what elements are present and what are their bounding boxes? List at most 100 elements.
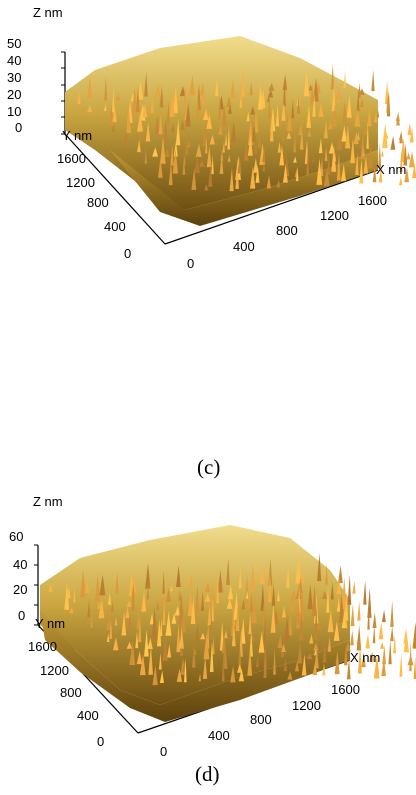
- surface-spike: [293, 127, 297, 153]
- surface-spike: [136, 651, 143, 665]
- surface-spike: [137, 617, 142, 643]
- surface-spike: [137, 112, 143, 132]
- surface-spike: [363, 125, 369, 135]
- z-tick-label: 60: [9, 529, 23, 544]
- surface-spike: [382, 645, 387, 665]
- surface-spike: [268, 558, 273, 586]
- surface-spike: [276, 179, 281, 188]
- surface-spike: [156, 600, 160, 610]
- surface-spike: [229, 168, 234, 192]
- surface-spike: [409, 639, 412, 672]
- surface-spike: [328, 142, 335, 154]
- x-tick-labels: 0 400 800 1200 1600: [187, 193, 387, 271]
- surface-spike: [381, 658, 387, 677]
- surface-spike: [179, 627, 184, 649]
- surface-spike: [115, 93, 121, 101]
- surface-spike: [203, 632, 210, 660]
- surface-spike: [189, 74, 195, 96]
- surface-spike: [162, 598, 166, 626]
- surface-spike: [145, 121, 151, 142]
- surface-spike: [310, 82, 314, 106]
- surface-spike: [174, 605, 181, 616]
- surface-spike: [182, 154, 186, 175]
- y-tick-label: 0: [97, 734, 104, 749]
- surface-spike: [178, 590, 182, 601]
- surface-spike: [148, 644, 153, 675]
- z-tick-label: 20: [13, 582, 27, 597]
- surface-spike: [270, 603, 276, 633]
- surface-spike: [156, 618, 162, 647]
- surface-spike: [282, 79, 286, 106]
- z-tick-label: 0: [18, 608, 25, 623]
- surface-spike: [337, 565, 343, 583]
- surface-spike: [249, 593, 253, 613]
- surface-spike: [165, 588, 172, 602]
- surface-spike: [283, 657, 287, 671]
- surface-spikes-d: [48, 552, 416, 686]
- surface-spike: [178, 593, 184, 624]
- surface-spike: [94, 574, 101, 602]
- x-tick-label: 0: [160, 744, 167, 759]
- surface-spike: [87, 600, 91, 618]
- surface-spike: [336, 597, 341, 612]
- surface-spike: [393, 635, 397, 654]
- surface-spike: [404, 167, 410, 183]
- surface-spike: [267, 95, 271, 118]
- surface-spike: [354, 108, 361, 127]
- surface-spike: [121, 611, 127, 636]
- surface-spike: [288, 606, 293, 636]
- surface-spike: [106, 633, 110, 643]
- surface-spike: [399, 149, 403, 173]
- surface-spike: [350, 138, 355, 164]
- surface-spike: [299, 591, 305, 621]
- surface-spike: [154, 114, 160, 135]
- surface-spike: [103, 104, 107, 111]
- surface-spike: [359, 159, 364, 184]
- z-tick-marks: [61, 51, 65, 135]
- surface-spike: [235, 155, 241, 180]
- surface-spike: [139, 129, 143, 143]
- y-tick-label: 400: [104, 219, 126, 234]
- surface-spike: [157, 156, 163, 178]
- surface-spike: [347, 574, 352, 605]
- surface-spike: [145, 562, 151, 589]
- surface-spike: [180, 609, 186, 633]
- surface-spike: [291, 99, 295, 119]
- surface-spike: [309, 634, 314, 644]
- surface-spike: [211, 597, 215, 622]
- surface-spike: [326, 584, 330, 613]
- surface-spike: [295, 598, 301, 629]
- surface-spike: [259, 565, 265, 585]
- surface-spike: [372, 624, 376, 644]
- surface-spike: [114, 617, 118, 626]
- surface-spike: [183, 85, 187, 106]
- surface-spike: [297, 641, 303, 664]
- surface-spike: [217, 570, 223, 593]
- surface-spike: [365, 634, 370, 649]
- z-tick-label: 30: [7, 70, 21, 85]
- z-tick-label: 40: [7, 53, 21, 68]
- surface-spike: [191, 168, 197, 190]
- surface-spike: [299, 613, 304, 641]
- surface-spike: [127, 613, 133, 629]
- surface-spike: [215, 76, 219, 97]
- surface-spike: [281, 643, 286, 652]
- surface-spike: [77, 91, 81, 105]
- surface-spike: [150, 94, 155, 113]
- surface-spike: [141, 103, 148, 118]
- surface-spike: [336, 153, 341, 181]
- surface-spike: [352, 580, 356, 594]
- surface-spike: [231, 622, 236, 647]
- surface-spike: [301, 654, 307, 676]
- surface-spike: [108, 104, 114, 126]
- surface-spike: [294, 660, 299, 672]
- surface-spike: [221, 104, 227, 128]
- surface-spike: [185, 134, 189, 155]
- surface-spike: [227, 125, 230, 150]
- surface-spike: [112, 105, 117, 123]
- surface-spike: [318, 102, 324, 118]
- surface-spike: [162, 635, 168, 661]
- surface-spike: [98, 598, 105, 619]
- surface-spike: [290, 589, 297, 601]
- surface-spike: [355, 152, 359, 175]
